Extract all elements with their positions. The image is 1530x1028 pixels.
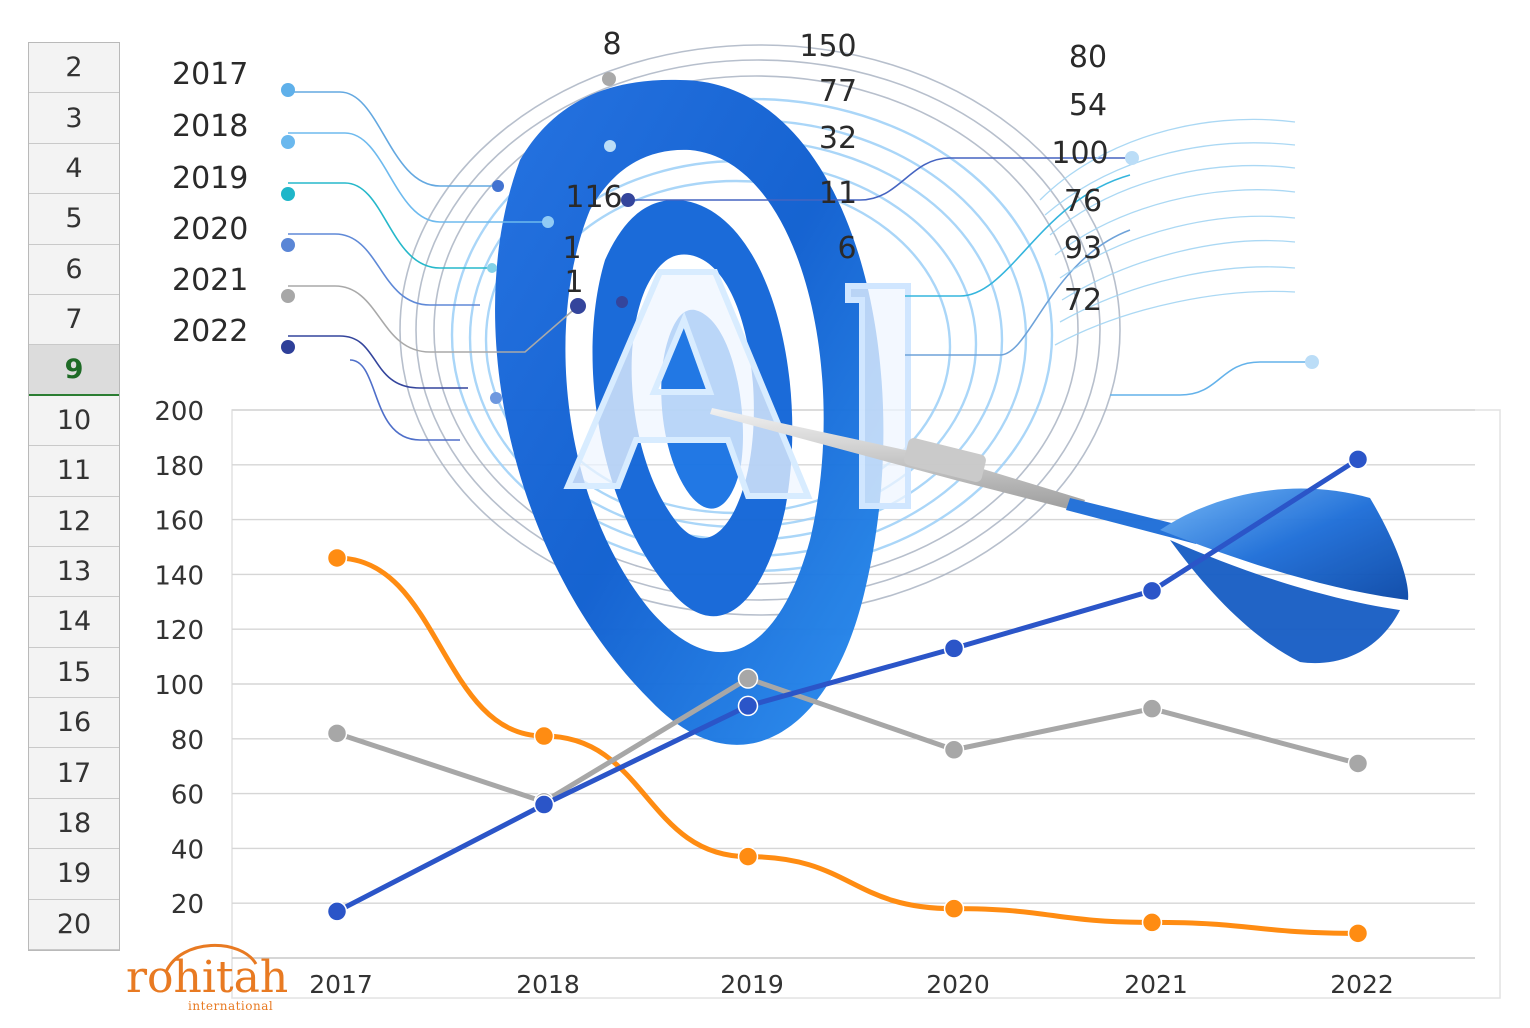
floating-number: 150: [799, 29, 856, 64]
row-header-cell[interactable]: 6: [29, 245, 119, 295]
legend-dot: [281, 187, 295, 201]
floating-number: 32: [819, 121, 857, 156]
data-point[interactable]: [1347, 923, 1369, 944]
series-line: [336, 676, 1359, 805]
legend-year-label: 2020: [172, 212, 248, 247]
data-point[interactable]: [1347, 753, 1369, 774]
row-header-cell[interactable]: 11: [29, 446, 119, 497]
floating-number: 93: [1064, 231, 1102, 266]
data-point[interactable]: [943, 638, 965, 659]
floating-number: 8: [602, 27, 621, 62]
data-point[interactable]: [533, 794, 555, 815]
y-tick-label: 180: [154, 452, 204, 482]
y-tick-label: 140: [154, 561, 204, 591]
data-point[interactable]: [943, 739, 965, 761]
logo-arc-icon: [164, 944, 258, 973]
y-tick-label: 100: [154, 671, 204, 701]
legend-year-label: 2018: [172, 109, 248, 144]
floating-number: 80: [1069, 40, 1107, 75]
row-header-cell[interactable]: 4: [29, 144, 119, 195]
floating-number: 1: [564, 265, 583, 300]
row-header-cell[interactable]: 12: [29, 497, 119, 547]
series-0: [326, 547, 1369, 944]
row-header-cell[interactable]: 2: [29, 43, 119, 94]
data-point[interactable]: [1141, 698, 1163, 719]
floating-number: 72: [1064, 283, 1102, 318]
row-header-column: 2 3 4 5 6 7 9 10 11 12 13 14 15 16 17 18 19 20: [28, 42, 120, 952]
data-point[interactable]: [326, 547, 348, 569]
x-tick-label: 2017: [309, 970, 373, 999]
floating-number: 77: [819, 74, 857, 109]
series-1: [326, 668, 1369, 813]
y-tick-label: 120: [154, 616, 204, 646]
y-tick-label: 160: [154, 507, 204, 537]
legend-dot: [281, 238, 295, 252]
legend-year-label: 2019: [172, 161, 248, 196]
legend-year-label: 2022: [172, 314, 248, 349]
floating-number: 76: [1064, 184, 1102, 219]
legend-year-label: 2017: [172, 57, 248, 92]
y-tick-label: 200: [154, 397, 204, 427]
target-artwork: [288, 44, 1409, 745]
data-point[interactable]: [533, 725, 555, 747]
row-header-cell[interactable]: 14: [29, 597, 119, 648]
x-tick-label: 2021: [1124, 970, 1188, 999]
legend-dot: [281, 289, 295, 303]
logo-subtitle: international: [188, 999, 274, 1013]
floating-number: 1: [562, 231, 581, 266]
x-axis: 2017 2018 2019 2020 2021 2022: [309, 970, 1394, 999]
y-tick-label: 80: [171, 726, 204, 756]
legend-dot: [281, 83, 295, 97]
data-point[interactable]: [737, 846, 759, 867]
y-tick-label: 40: [171, 835, 204, 865]
row-header-cell[interactable]: 16: [29, 698, 119, 749]
series-2: [326, 449, 1369, 922]
y-axis: 20 40 60 80 100 120 140 160 180 200: [154, 397, 204, 920]
floating-number: 54: [1069, 88, 1107, 123]
row-header-cell[interactable]: 13: [29, 547, 119, 598]
row-header-cell[interactable]: 15: [29, 648, 119, 699]
data-point[interactable]: [943, 898, 965, 919]
row-header-cell[interactable]: 18: [29, 799, 119, 850]
legend-dot: [281, 340, 295, 354]
row-header-cell[interactable]: 10: [29, 396, 119, 447]
data-point[interactable]: [326, 901, 348, 922]
row-header-cell[interactable]: 20: [29, 900, 119, 951]
row-header-cell[interactable]: 19: [29, 849, 119, 900]
row-header-cell[interactable]: 5: [29, 194, 119, 245]
row-header-cell[interactable]: 7: [29, 295, 119, 346]
data-point[interactable]: [737, 695, 759, 717]
data-point[interactable]: [1141, 912, 1163, 933]
series-line: [335, 457, 1360, 914]
rohitah-logo: rohitah international: [126, 936, 289, 1016]
data-point[interactable]: [737, 668, 759, 689]
data-point[interactable]: [326, 723, 348, 744]
data-point[interactable]: [1347, 449, 1369, 470]
y-tick-label: 20: [171, 890, 204, 920]
row-header-cell[interactable]: 9: [29, 345, 119, 396]
floating-number: 11: [819, 176, 857, 211]
logo-wordmark: rohitah: [126, 952, 289, 1003]
x-tick-label: 2018: [516, 970, 580, 999]
row-header-cell[interactable]: 17: [29, 748, 119, 799]
legend-year-label: 2021: [172, 263, 248, 298]
y-tick-label: 60: [171, 781, 204, 811]
row-header-cell[interactable]: 3: [29, 93, 119, 144]
floating-number: 6: [837, 231, 856, 266]
x-tick-label: 2022: [1330, 970, 1394, 999]
series-layer: [326, 449, 1369, 944]
legend-dot: [281, 135, 295, 149]
floating-number: 100: [1051, 136, 1108, 171]
floating-number: 116: [565, 180, 622, 215]
x-tick-label: 2020: [926, 970, 990, 999]
data-point[interactable]: [1141, 580, 1163, 602]
legend: 2017 2018 2019 2020 2021 2022: [172, 57, 295, 354]
x-tick-label: 2019: [720, 970, 784, 999]
